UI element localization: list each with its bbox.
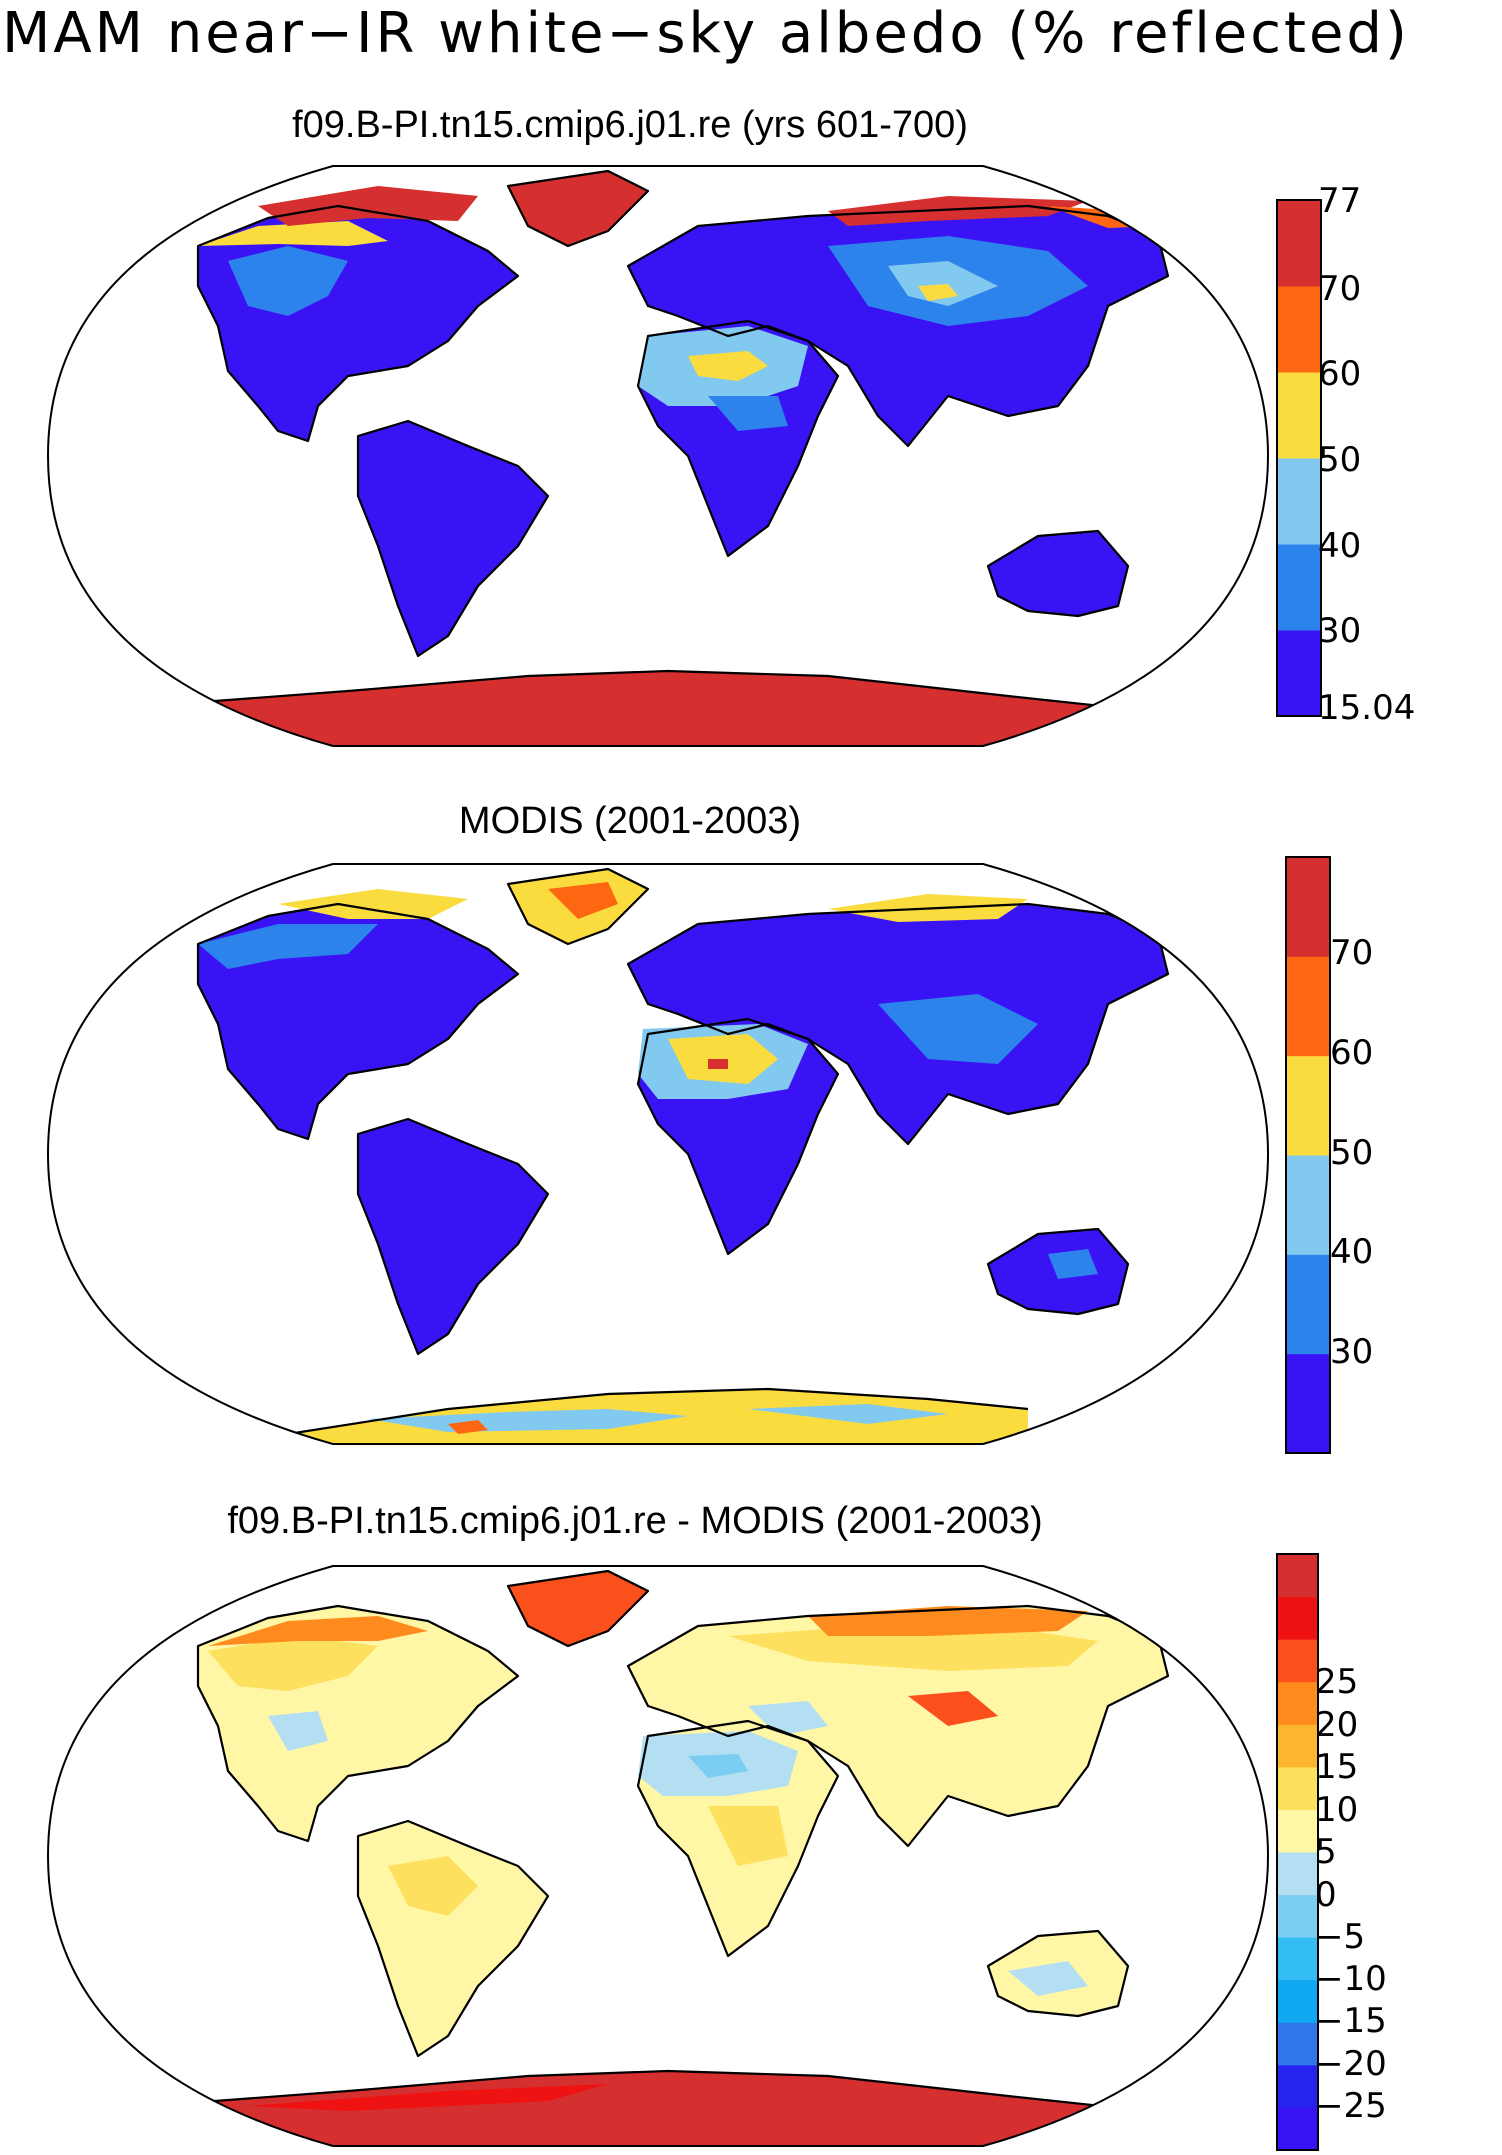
colorbar-box [1277, 286, 1321, 373]
colorbar-tick-label: −10 [1315, 1959, 1387, 1999]
colorbar-box [1286, 1055, 1330, 1156]
panel-diff-title: f09.B-PI.tn15.cmip6.j01.re - MODIS (2001… [227, 1500, 1042, 1542]
colorbar-box [1286, 1254, 1330, 1355]
colorbar-tick-label: 20 [1315, 1705, 1358, 1745]
australia-fill [988, 531, 1128, 616]
colorbar-box [1277, 1724, 1318, 1768]
colorbar-box [1277, 1681, 1318, 1725]
colorbar-tick-label: 0 [1315, 1875, 1337, 1915]
colorbar-tick-label: −20 [1315, 2044, 1387, 2084]
colorbar-model: 15.04 30 40 50 60 70 77 [1276, 181, 1415, 728]
south-america-fill [358, 421, 548, 656]
colorbar-tick-label: 60 [1330, 1033, 1373, 1073]
colorbar-box [1286, 1155, 1330, 1255]
colorbar-obs: 30 40 50 60 70 [1285, 856, 1373, 1454]
colorbar-tick-label: 70 [1318, 269, 1361, 309]
colorbar-box [1277, 1937, 1318, 1981]
colorbar-box [1277, 544, 1321, 631]
colorbar-box [1277, 1554, 1318, 1598]
colorbar-tick-label: −15 [1315, 2001, 1387, 2041]
colorbar-tick-label: 10 [1315, 1790, 1358, 1830]
antarctica-fill [48, 671, 1268, 746]
colorbar-tick-label: 50 [1318, 440, 1361, 480]
colorbar-box [1277, 2022, 1318, 2066]
colorbar-box [1277, 1852, 1318, 1896]
colorbar-box [1277, 630, 1321, 717]
colorbar-tick-label: −5 [1315, 1917, 1365, 1957]
colorbar-box [1277, 1894, 1318, 1938]
colorbar-box [1286, 857, 1330, 957]
map-obs [47, 863, 1269, 1445]
colorbar-tick-label: 77 [1318, 181, 1361, 221]
colorbar-tick-label: 70 [1330, 933, 1373, 973]
colorbar-box [1277, 458, 1321, 545]
colorbar-tick-label: 30 [1318, 611, 1361, 651]
map-model [47, 165, 1269, 747]
colorbar-tick-label: 15 [1315, 1747, 1358, 1787]
panel-model-title: f09.B-PI.tn15.cmip6.j01.re (yrs 601-700) [292, 104, 968, 146]
panel-obs-title: MODIS (2001-2003) [459, 800, 801, 842]
colorbar-tick-label: 50 [1330, 1133, 1373, 1173]
colorbar-box [1277, 1766, 1318, 1810]
colorbar-box [1277, 1979, 1318, 2023]
colorbar-box [1277, 2064, 1318, 2108]
colorbar-tick-label: 60 [1318, 354, 1361, 394]
colorbar-tick-label: 5 [1315, 1832, 1337, 1872]
greenland-fill [508, 171, 648, 246]
panel-obs: MODIS (2001-2003) [47, 800, 1373, 1454]
panel-diff: f09.B-PI.tn15.cmip6.j01.re - MODIS (2001… [47, 1500, 1387, 2151]
colorbar-box [1277, 1809, 1318, 1853]
map-diff [47, 1565, 1269, 2147]
colorbar-box [1277, 372, 1321, 459]
colorbar-tick-label: 25 [1315, 1662, 1358, 1702]
colorbar-box [1277, 2107, 1318, 2151]
figure-title: MAM near−IR white−sky albedo (% reflecte… [2, 1, 1410, 66]
colorbar-box [1277, 200, 1321, 287]
colorbar-tick-label: 40 [1330, 1232, 1373, 1272]
colorbar-box [1286, 1353, 1330, 1454]
colorbar-box [1277, 1639, 1318, 1683]
colorbar-tick-label: −25 [1315, 2086, 1387, 2126]
panel-model: f09.B-PI.tn15.cmip6.j01.re (yrs 601-700) [47, 104, 1415, 747]
colorbar-box [1277, 1596, 1318, 1640]
colorbar-tick-label: 30 [1330, 1332, 1373, 1372]
colorbar-box [1286, 956, 1330, 1057]
colorbar-tick-label: 40 [1318, 526, 1361, 566]
colorbar-tick-label: 15.04 [1318, 688, 1415, 728]
